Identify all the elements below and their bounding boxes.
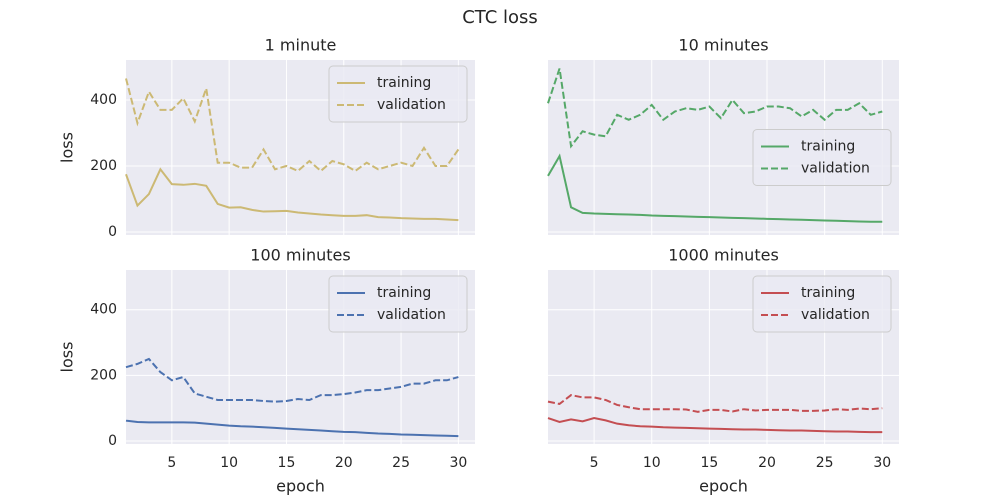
- subplot-title: 100 minutes: [250, 246, 350, 265]
- data-line: [547, 153, 883, 223]
- data-line: [125, 78, 460, 173]
- subplot-title: 10 minutes: [678, 36, 768, 55]
- x-tick-label: 20: [335, 455, 353, 471]
- legend-label: validation: [801, 161, 870, 177]
- legend-label: training: [377, 285, 431, 301]
- y-tick-label: 0: [108, 433, 117, 449]
- subplot-title: 1000 minutes: [668, 246, 779, 265]
- x-tick-label: 5: [590, 455, 599, 471]
- legend-label: training: [801, 139, 855, 155]
- y-tick-label: 200: [90, 158, 117, 174]
- subplot-title: 1 minute: [265, 36, 337, 55]
- x-tick-label: 10: [220, 455, 238, 471]
- y-tick-label: 200: [90, 367, 117, 383]
- legend-label: training: [377, 75, 431, 91]
- data-line: [547, 394, 883, 413]
- x-tick-label: 30: [873, 455, 891, 471]
- data-line: [547, 417, 883, 434]
- legend-box: [328, 65, 468, 123]
- x-tick-label: 10: [643, 455, 661, 471]
- legend-box: [752, 129, 892, 186]
- data-line: [125, 419, 459, 438]
- y-axis-label: loss: [58, 132, 77, 163]
- data-line: [547, 68, 883, 149]
- legend-box: [752, 275, 892, 333]
- x-tick-label: 5: [167, 455, 176, 471]
- y-tick-label: 400: [90, 302, 117, 318]
- x-axis-label: epoch: [276, 477, 325, 496]
- figure-title: CTC loss: [462, 7, 538, 28]
- y-tick-label: 0: [108, 224, 117, 240]
- legend-label: validation: [801, 307, 870, 323]
- x-tick-label: 20: [758, 455, 776, 471]
- data-line: [125, 357, 459, 403]
- x-tick-label: 30: [449, 455, 467, 471]
- legend-label: validation: [377, 97, 446, 113]
- x-tick-label: 25: [816, 455, 834, 471]
- x-tick-label: 15: [278, 455, 296, 471]
- x-axis-label: epoch: [699, 477, 748, 496]
- data-line: [125, 167, 459, 222]
- x-tick-label: 25: [392, 455, 410, 471]
- legend-label: validation: [377, 307, 446, 323]
- y-tick-label: 400: [90, 92, 117, 108]
- legend-box: [328, 275, 468, 333]
- x-tick-label: 15: [700, 455, 718, 471]
- legend-label: training: [801, 285, 855, 301]
- y-axis-label: loss: [58, 342, 77, 373]
